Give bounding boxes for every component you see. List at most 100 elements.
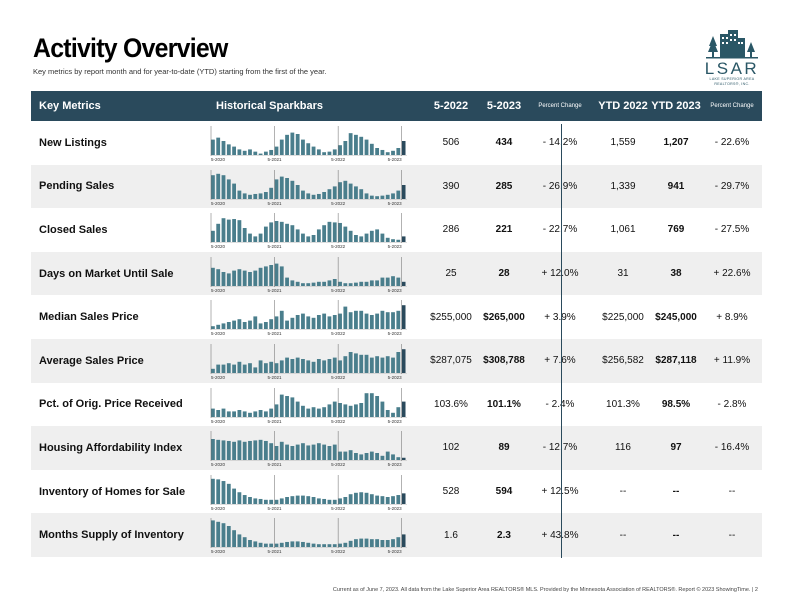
spark-bar [364,233,369,243]
spark-bar [369,143,374,155]
cell-month-curr: 434 [495,137,513,149]
cell-ytd-curr: $245,000 [655,311,697,323]
spark-bar [401,184,406,199]
spark-bar [338,145,342,155]
spark-bar [369,493,374,504]
cell-month-prev: 506 [442,137,460,149]
spark-bar [290,541,295,548]
spark-bar [332,401,337,417]
spark-bar [211,139,215,155]
spark-bar [306,282,311,286]
spark-bar [274,221,279,243]
spark-bar [248,149,252,155]
spark-bar [211,174,215,199]
spark-bar [253,367,258,373]
spark-bar [274,363,279,373]
cell-month-curr: 28 [498,268,510,280]
spark-bar [269,499,274,504]
spark-bar [359,454,364,461]
spark-bar [306,236,311,243]
spark-axis-label: 5-2022 [331,375,346,380]
spark-bar [211,230,215,243]
spark-bar [348,405,353,417]
row-label: Housing Affordability Index [39,441,183,454]
cell-month-curr: 101.1% [487,398,521,410]
spark-bar [311,361,316,373]
cell-ytd-change: + 22.6% [713,268,751,280]
spark-bar [263,410,268,417]
cell-month-change: - 26.9% [542,180,578,192]
cell-month-prev: 286 [442,224,460,236]
spark-bar [311,318,316,330]
spark-bar [253,498,258,504]
spark-bar [332,357,337,373]
spark-bar [359,188,364,199]
spark-bar [269,222,274,243]
spark-bar [385,540,390,548]
spark-bar [232,530,236,548]
spark-bar [322,444,327,461]
spark-axis-label: 5-2022 [331,157,346,162]
page-title: Activity Overview [33,33,228,63]
sparkbar-chart: 5-2020 5-2021 5-2022 5-2023 [210,300,407,336]
spark-bar [221,218,226,243]
spark-bar [263,151,268,155]
spark-bar [369,392,374,417]
ytd-divider [561,124,562,558]
spark-bar [322,313,327,330]
spark-axis-label: 5-2022 [331,506,346,511]
spark-bar [216,409,221,417]
spark-bar [401,305,406,330]
spark-bar [242,228,247,243]
spark-bar [359,311,364,330]
spark-axis-label: 5-2021 [268,288,283,293]
footer-note: Current as of June 7, 2023. All data fro… [332,587,758,593]
spark-axis-label: 5-2021 [268,549,283,554]
cell-month-curr: $265,000 [483,311,525,323]
logo-subtext-line2: REALTORS®, INC. [714,81,750,86]
spark-bar [226,219,231,243]
cell-ytd-prev: 116 [615,442,631,454]
spark-bar [216,439,221,461]
spark-bar [332,499,337,504]
spark-bar [364,453,369,461]
spark-bar [354,311,358,330]
spark-bar [248,194,252,199]
spark-bar [354,235,358,243]
spark-bar [295,229,300,243]
spark-bar [380,195,385,199]
spark-bar [295,281,300,286]
spark-bar [216,137,221,155]
spark-axis-label: 5-2022 [331,244,346,249]
spark-bar [253,541,258,548]
spark-bar [253,193,258,199]
spark-bar [263,543,268,548]
logo-text: LSAR [704,59,760,78]
spark-bar [338,543,342,548]
spark-bar [237,409,242,417]
spark-bar [216,364,221,373]
spark-bar [221,141,226,155]
spark-bar [343,496,348,504]
sparkbar-chart: 5-2020 5-2021 5-2022 5-2023 [210,474,407,511]
spark-bar [380,311,385,330]
row-label: Months Supply of Inventory [39,529,184,542]
spark-bar [279,266,284,286]
spark-bar [343,141,348,155]
sparkbar-chart: 5-2020 5-2021 5-2022 5-2023 [210,213,407,249]
cell-ytd-change: + 8.9% [716,311,748,323]
cell-month-change: + 43.8% [541,529,579,541]
spark-bar [248,412,252,417]
spark-bar [279,360,284,373]
spark-bar [269,319,274,330]
spark-bar [354,282,358,286]
spark-bar [311,444,316,461]
spark-bar [391,150,395,155]
spark-bar [216,479,221,504]
spark-bar [327,316,332,330]
spark-axis-label: 5-2022 [331,419,346,424]
header-ytd-percent-change: Percent Change [710,103,754,109]
spark-bar [338,281,342,286]
spark-bar [295,444,300,461]
spark-bar [343,403,348,417]
